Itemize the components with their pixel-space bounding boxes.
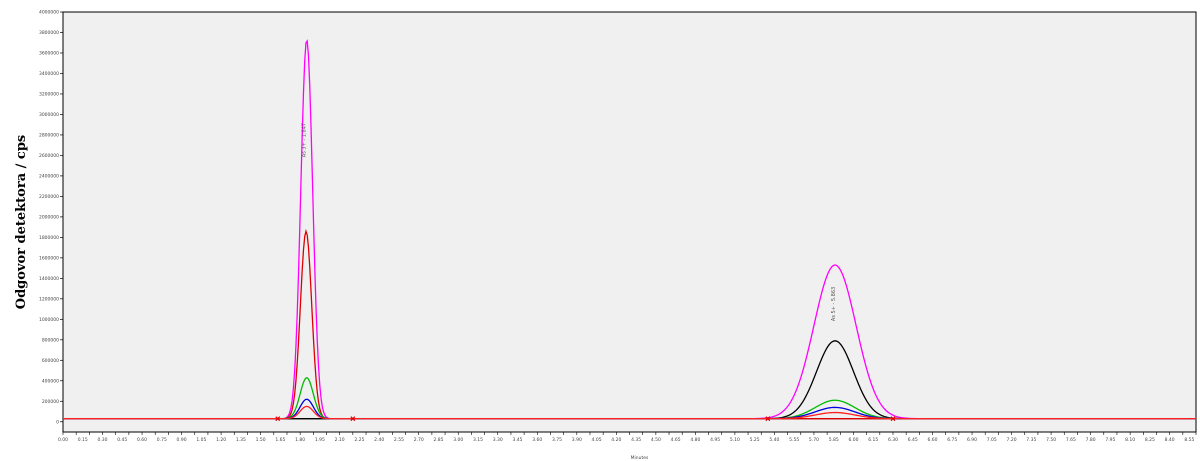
x-tick-label: 0.90 <box>177 437 187 443</box>
x-tick-label: 6.00 <box>848 437 858 443</box>
x-tick-label: 5.25 <box>750 437 760 443</box>
x-tick-label: 7.65 <box>1066 437 1076 443</box>
peak-label: As 5+ - 5.863 <box>831 287 837 321</box>
x-tick-label: 4.20 <box>611 437 621 443</box>
x-tick-label: 6.45 <box>908 437 918 443</box>
x-tick-label: 7.80 <box>1086 437 1096 443</box>
y-axis-title: Odgovor detektora / cps <box>14 135 29 310</box>
y-tick-label: 2600000 <box>39 153 59 159</box>
x-tick-label: 3.45 <box>513 437 523 443</box>
x-tick-label: 0.45 <box>117 437 127 443</box>
x-tick-label: 5.10 <box>730 437 740 443</box>
x-tick-label: 4.80 <box>690 437 700 443</box>
y-tick-label: 400000 <box>42 378 59 384</box>
x-tick-label: 1.20 <box>216 437 226 443</box>
x-tick-label: 2.70 <box>414 437 424 443</box>
x-axis-title: Minutes <box>631 455 649 461</box>
integration-mark <box>275 416 281 422</box>
x-tick-label: 8.25 <box>1145 437 1155 443</box>
y-tick-label: 600000 <box>42 358 59 364</box>
series-line-5 <box>63 405 1196 420</box>
x-tick-label: 8.40 <box>1165 437 1175 443</box>
x-tick-label: 4.65 <box>671 437 681 443</box>
y-tick-label: 0 <box>56 419 59 425</box>
integration-mark <box>350 416 356 422</box>
x-tick-label: 1.80 <box>295 437 305 443</box>
y-axis: 0 200000 400000 600000 800000 1000000 1200000 1… <box>39 10 63 425</box>
x-tick-label: 3.60 <box>532 437 542 443</box>
y-tick-label: 1800000 <box>39 235 59 241</box>
x-tick-label: 7.35 <box>1026 437 1036 443</box>
x-tick-label: 3.30 <box>493 437 503 443</box>
x-tick-label: 7.95 <box>1105 437 1115 443</box>
y-tick-label: 2000000 <box>39 214 59 220</box>
y-tick-label: 1200000 <box>39 296 59 302</box>
x-tick-label: 6.60 <box>927 437 937 443</box>
series-layer <box>63 39 1196 420</box>
y-tick-label: 2400000 <box>39 173 59 179</box>
x-tick-label: 4.95 <box>710 437 720 443</box>
x-tick-label: 1.50 <box>256 437 266 443</box>
x-tick-label: 0.60 <box>137 437 147 443</box>
x-tick-label: 2.10 <box>335 437 345 443</box>
x-tick-label: 1.65 <box>275 437 285 443</box>
x-tick-label: 5.85 <box>829 437 839 443</box>
y-tick-label: 1000000 <box>39 317 59 323</box>
x-tick-label: 0.00 <box>58 437 68 443</box>
peak-labels: As 3+ - 1.847 As 5+ - 5.863 <box>301 123 837 321</box>
x-tick-label: 0.75 <box>157 437 167 443</box>
x-tick-label: 4.05 <box>592 437 602 443</box>
x-tick-label: 6.15 <box>868 437 878 443</box>
x-tick-label: 4.35 <box>631 437 641 443</box>
y-tick-label: 2800000 <box>39 132 59 138</box>
x-tick-label: 3.00 <box>453 437 463 443</box>
x-tick-label: 8.10 <box>1125 437 1135 443</box>
y-tick-label: 2200000 <box>39 194 59 200</box>
x-tick-label: 3.75 <box>552 437 562 443</box>
x-tick-label: 6.30 <box>888 437 898 443</box>
x-tick-label: 1.35 <box>236 437 246 443</box>
x-tick-label: 6.75 <box>947 437 957 443</box>
integration-marks <box>275 416 896 422</box>
y-tick-label: 3800000 <box>39 30 59 36</box>
x-tick-label: 2.40 <box>374 437 384 443</box>
x-tick-label: 2.85 <box>433 437 443 443</box>
x-tick-label: 3.15 <box>473 437 483 443</box>
y-tick-label: 1400000 <box>39 276 59 282</box>
x-tick-label: 7.05 <box>987 437 997 443</box>
x-axis: 0.00 0.15 0.30 0.45 0.60 0.75 0.90 1.05 1.20 1.35… <box>58 432 1197 443</box>
y-tick-label: 1600000 <box>39 255 59 261</box>
x-tick-label: 2.55 <box>394 437 404 443</box>
y-tick-label: 3200000 <box>39 91 59 97</box>
x-tick-label: 7.20 <box>1007 437 1017 443</box>
x-tick-label: 3.90 <box>572 437 582 443</box>
x-tick-label: 5.70 <box>809 437 819 443</box>
x-tick-label: 8.55 <box>1184 437 1194 443</box>
y-tick-label: 4000000 <box>39 10 59 16</box>
x-tick-label: 0.15 <box>78 437 88 443</box>
y-tick-label: 3600000 <box>39 50 59 56</box>
x-tick-label: 6.90 <box>967 437 977 443</box>
y-tick-label: 800000 <box>42 337 59 343</box>
y-tick-label: 3000000 <box>39 112 59 118</box>
x-tick-label: 1.95 <box>315 437 325 443</box>
x-tick-label: 2.25 <box>354 437 364 443</box>
integration-mark <box>765 416 771 422</box>
y-tick-label: 200000 <box>42 399 59 405</box>
y-tick-label: 3400000 <box>39 71 59 77</box>
plot-area <box>62 11 1197 433</box>
x-tick-label: 4.50 <box>651 437 661 443</box>
x-tick-label: 5.40 <box>769 437 779 443</box>
x-tick-label: 1.05 <box>196 437 206 443</box>
x-tick-label: 5.55 <box>789 437 799 443</box>
x-tick-label: 7.50 <box>1046 437 1056 443</box>
integration-mark <box>890 416 896 422</box>
peak-label: As 3+ - 1.847 <box>301 123 307 157</box>
x-tick-label: 0.30 <box>98 437 108 443</box>
